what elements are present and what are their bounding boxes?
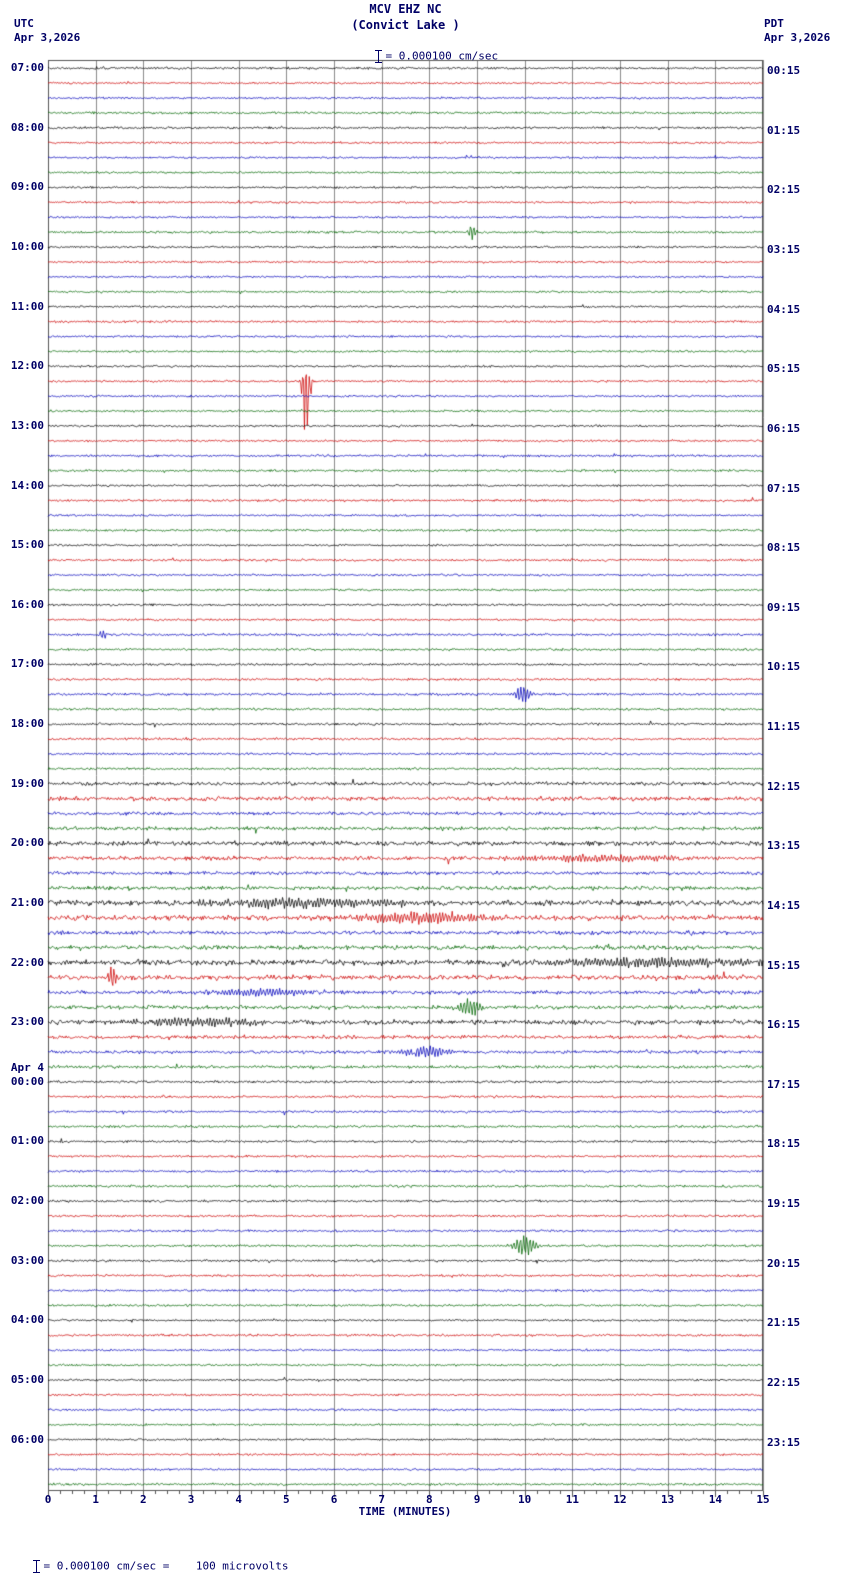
- pdt-hour-label: 08:15: [767, 541, 801, 555]
- pdt-hour-label: 16:15: [767, 1018, 801, 1032]
- scale-footer-text: = 0.000100 cm/sec = 100 microvolts: [43, 1559, 289, 1573]
- utc-hour-label: 23:00: [10, 1015, 44, 1029]
- utc-date-change-label: Apr 4: [10, 1060, 44, 1074]
- utc-hour-label: 16:00: [10, 597, 44, 611]
- utc-hour-label: 19:00: [10, 776, 44, 790]
- utc-hour-label: 05:00: [10, 1372, 44, 1386]
- right-date-label: Apr 3,2026: [764, 31, 831, 44]
- utc-hour-label: 10:00: [10, 240, 44, 254]
- utc-hour-label: 01:00: [10, 1134, 44, 1148]
- x-tick-label: 3: [187, 1493, 195, 1506]
- x-tick-label: 7: [378, 1493, 385, 1506]
- utc-hour-label: 17:00: [10, 657, 44, 671]
- x-tick-label: 10: [518, 1493, 532, 1506]
- utc-hour-label: 14:00: [10, 478, 44, 492]
- left-timezone-label: UTC: [14, 17, 34, 30]
- pdt-hour-label: 22:15: [767, 1375, 801, 1389]
- right-timezone-label: PDT: [764, 17, 784, 30]
- pdt-hour-label: 17:15: [767, 1077, 801, 1091]
- pdt-hour-label: 04:15: [767, 302, 801, 316]
- x-tick-label: 0: [44, 1493, 52, 1506]
- pdt-hour-label: 01:15: [767, 123, 801, 137]
- x-tick-label: 9: [473, 1493, 481, 1506]
- amplitude-scale-footer: = 0.000100 cm/sec = 100 microvolts: [6, 1548, 289, 1584]
- pdt-hour-label: 05:15: [767, 362, 801, 376]
- utc-hour-label: 04:00: [10, 1313, 44, 1327]
- utc-hour-label: 00:00: [10, 1074, 44, 1088]
- x-tick-label: 14: [708, 1493, 722, 1506]
- x-tick-label: 1: [92, 1493, 99, 1506]
- scale-bracket-icon: [32, 1560, 40, 1573]
- utc-hour-label: 18:00: [10, 717, 44, 731]
- utc-hour-label: 22:00: [10, 955, 44, 969]
- x-tick-label: 4: [235, 1493, 242, 1506]
- pdt-hour-label: 07:15: [767, 481, 801, 495]
- utc-hour-label: 09:00: [10, 180, 44, 194]
- pdt-hour-label: 10:15: [767, 660, 801, 674]
- utc-hour-label: 06:00: [10, 1432, 44, 1446]
- scale-top-text: = 0.000100 cm/sec: [385, 49, 499, 63]
- utc-hour-label: 15:00: [10, 538, 44, 552]
- x-tick-label: 6: [330, 1493, 338, 1506]
- x-tick-label: 13: [661, 1493, 675, 1506]
- utc-hour-label: 07:00: [10, 61, 44, 75]
- x-tick-label: 5: [283, 1493, 290, 1506]
- pdt-hour-label: 20:15: [767, 1256, 801, 1270]
- pdt-hour-label: 14:15: [767, 898, 801, 912]
- x-tick-label: 15: [756, 1493, 770, 1506]
- pdt-hour-label: 19:15: [767, 1197, 801, 1211]
- x-tick-label: 8: [426, 1493, 433, 1506]
- x-tick-label: 11: [565, 1493, 579, 1506]
- pdt-hour-label: 09:15: [767, 600, 801, 614]
- utc-hour-label: 13:00: [10, 418, 44, 432]
- utc-hour-label: 11:00: [10, 299, 44, 313]
- left-date-label: Apr 3,2026: [14, 31, 81, 44]
- x-axis-title: TIME (MINUTES): [358, 1505, 452, 1518]
- utc-hour-label: 20:00: [10, 836, 44, 850]
- scale-bracket-icon: [374, 50, 382, 63]
- pdt-hour-label: 02:15: [767, 183, 801, 197]
- pdt-hour-label: 11:15: [767, 720, 801, 734]
- x-tick-label: 2: [140, 1493, 147, 1506]
- station-location: (Convict Lake ): [351, 18, 460, 32]
- pdt-hour-label: 23:15: [767, 1435, 801, 1449]
- pdt-hour-label: 03:15: [767, 243, 801, 257]
- x-tick-label: 12: [613, 1493, 627, 1506]
- pdt-hour-label: 21:15: [767, 1316, 801, 1330]
- pdt-hour-label: 06:15: [767, 421, 801, 435]
- pdt-hour-label: 15:15: [767, 958, 801, 972]
- pdt-hour-label: 12:15: [767, 779, 801, 793]
- utc-hour-label: 02:00: [10, 1194, 44, 1208]
- pdt-hour-label: 00:15: [767, 64, 801, 78]
- pdt-hour-label: 13:15: [767, 839, 801, 853]
- utc-hour-label: 08:00: [10, 120, 44, 134]
- amplitude-scale-top: = 0.000100 cm/sec: [348, 38, 498, 75]
- station-title: MCV EHZ NC: [369, 2, 442, 16]
- utc-hour-label: 12:00: [10, 359, 44, 373]
- pdt-hour-label: 18:15: [767, 1137, 801, 1151]
- utc-hour-label: 21:00: [10, 895, 44, 909]
- utc-hour-label: 03:00: [10, 1253, 44, 1267]
